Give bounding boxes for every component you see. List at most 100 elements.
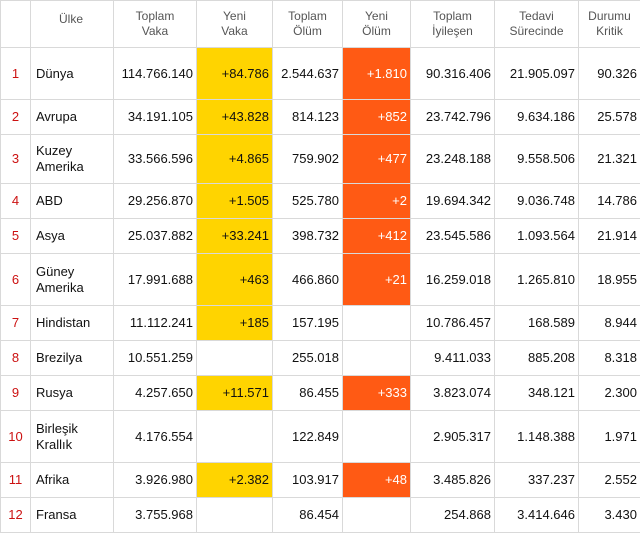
total-deaths-cell: 86.455 (272, 375, 343, 411)
header-active: Tedavi Sürecinde (494, 0, 579, 48)
total-cases-cell: 114.766.140 (113, 47, 197, 100)
critical-cell: 90.326 (578, 47, 640, 100)
table-row: 8 Brezilya 10.551.259 255.018 9.411.033 885.2… (0, 340, 640, 376)
critical-cell: 8.318 (578, 340, 640, 376)
active-cell: 21.905.097 (494, 47, 579, 100)
country-name-part: Birleşik (36, 420, 78, 436)
active-cell: 9.036.748 (494, 183, 579, 219)
critical-cell: 3.430 (578, 497, 640, 533)
new-cases-cell: +43.828 (196, 99, 273, 135)
total-cases-cell: 10.551.259 (113, 340, 197, 376)
total-recovered-cell: 23.248.188 (410, 134, 495, 184)
critical-cell: 18.955 (578, 253, 640, 306)
critical-cell: 2.300 (578, 375, 640, 411)
new-deaths-cell: +1.810 (342, 47, 411, 100)
country-name-part: Kuzey (36, 143, 73, 158)
header-total-cases: Toplam Vaka (113, 0, 197, 48)
new-cases-cell (196, 340, 273, 376)
total-recovered-cell: 90.316.406 (410, 47, 495, 100)
country-cell: Avrupa (30, 99, 114, 135)
critical-cell: 21.914 (578, 218, 640, 254)
new-deaths-cell: +412 (342, 218, 411, 254)
new-deaths-cell: +852 (342, 99, 411, 135)
header-rank (0, 0, 31, 48)
total-cases-cell: 25.037.882 (113, 218, 197, 254)
total-deaths-cell: 157.195 (272, 305, 343, 341)
total-cases-cell: 4.257.650 (113, 375, 197, 411)
new-deaths-cell (342, 340, 411, 376)
active-cell: 9.634.186 (494, 99, 579, 135)
country-name-part: Amerika (36, 279, 84, 295)
new-cases-cell: +185 (196, 305, 273, 341)
country-name-part: Hindistan (36, 315, 91, 330)
rank-cell: 5 (0, 218, 31, 254)
country-cell: Afrika (30, 462, 114, 498)
country-name-part: Avrupa (36, 109, 77, 124)
new-cases-cell: +4.865 (196, 134, 273, 184)
country-cell: Kuzey Amerika (30, 134, 114, 184)
total-cases-cell: 4.176.554 (113, 410, 197, 463)
new-deaths-cell: +2 (342, 183, 411, 219)
critical-cell: 2.552 (578, 462, 640, 498)
country-name-part: Rusya (36, 385, 73, 400)
total-cases-cell: 29.256.870 (113, 183, 197, 219)
new-cases-cell (196, 497, 273, 533)
rank-cell: 4 (0, 183, 31, 219)
total-recovered-cell: 16.259.018 (410, 253, 495, 306)
header-total-recovered: Toplam İyileşen (410, 0, 495, 48)
country-name-part: Amerika (36, 159, 84, 174)
total-recovered-cell: 9.411.033 (410, 340, 495, 376)
critical-cell: 21.321 (578, 134, 640, 184)
new-deaths-cell: +21 (342, 253, 411, 306)
new-cases-cell: +1.505 (196, 183, 273, 219)
country-name-part: Dünya (36, 65, 74, 81)
new-cases-cell: +11.571 (196, 375, 273, 411)
rank-cell: 7 (0, 305, 31, 341)
table-row: 9 Rusya 4.257.650 +11.571 86.455 +333 3.823.07… (0, 375, 640, 411)
new-deaths-cell (342, 305, 411, 341)
rank-cell: 3 (0, 134, 31, 184)
active-cell: 885.208 (494, 340, 579, 376)
table-header: Ülke Toplam Vaka Yeni Vaka Toplam Ölüm Yeni… (0, 0, 640, 48)
country-name-part: Krallık (36, 436, 73, 452)
rank-cell: 2 (0, 99, 31, 135)
new-deaths-cell (342, 497, 411, 533)
new-deaths-cell: +333 (342, 375, 411, 411)
total-deaths-cell: 103.917 (272, 462, 343, 498)
rank-cell: 10 (0, 410, 31, 463)
country-name-part: Fransa (36, 507, 77, 522)
new-deaths-cell: +48 (342, 462, 411, 498)
total-deaths-cell: 255.018 (272, 340, 343, 376)
rank-cell: 8 (0, 340, 31, 376)
total-recovered-cell: 23.742.796 (410, 99, 495, 135)
country-cell: Birleşik Krallık (30, 410, 114, 463)
country-cell: Brezilya (30, 340, 114, 376)
country-name-part: ABD (36, 193, 63, 208)
country-cell: Rusya (30, 375, 114, 411)
table-row: 10 Birleşik Krallık 4.176.554 122.849 2.905.3… (0, 410, 640, 463)
total-deaths-cell: 759.902 (272, 134, 343, 184)
total-recovered-cell: 19.694.342 (410, 183, 495, 219)
active-cell: 337.237 (494, 462, 579, 498)
new-deaths-cell (342, 410, 411, 463)
total-recovered-cell: 3.823.074 (410, 375, 495, 411)
country-cell: Dünya (30, 47, 114, 100)
total-cases-cell: 33.566.596 (113, 134, 197, 184)
total-recovered-cell: 2.905.317 (410, 410, 495, 463)
critical-cell: 14.786 (578, 183, 640, 219)
new-cases-cell: +84.786 (196, 47, 273, 100)
active-cell: 1.148.388 (494, 410, 579, 463)
total-cases-cell: 17.991.688 (113, 253, 197, 306)
country-cell: Hindistan (30, 305, 114, 341)
country-cell: Asya (30, 218, 114, 254)
active-cell: 3.414.646 (494, 497, 579, 533)
total-recovered-cell: 3.485.826 (410, 462, 495, 498)
country-name-part: Afrika (36, 472, 70, 487)
country-name-part: Asya (36, 228, 65, 243)
header-country: Ülke (30, 0, 114, 48)
table-row: 11 Afrika 3.926.980 +2.382 103.917 +48 3.485.8… (0, 462, 640, 498)
total-cases-cell: 34.191.105 (113, 99, 197, 135)
table-body: 1 Dünya 114.766.140 +84.786 2.544.637 +1.810 9… (0, 47, 640, 533)
total-deaths-cell: 2.544.637 (272, 47, 343, 100)
rank-cell: 9 (0, 375, 31, 411)
